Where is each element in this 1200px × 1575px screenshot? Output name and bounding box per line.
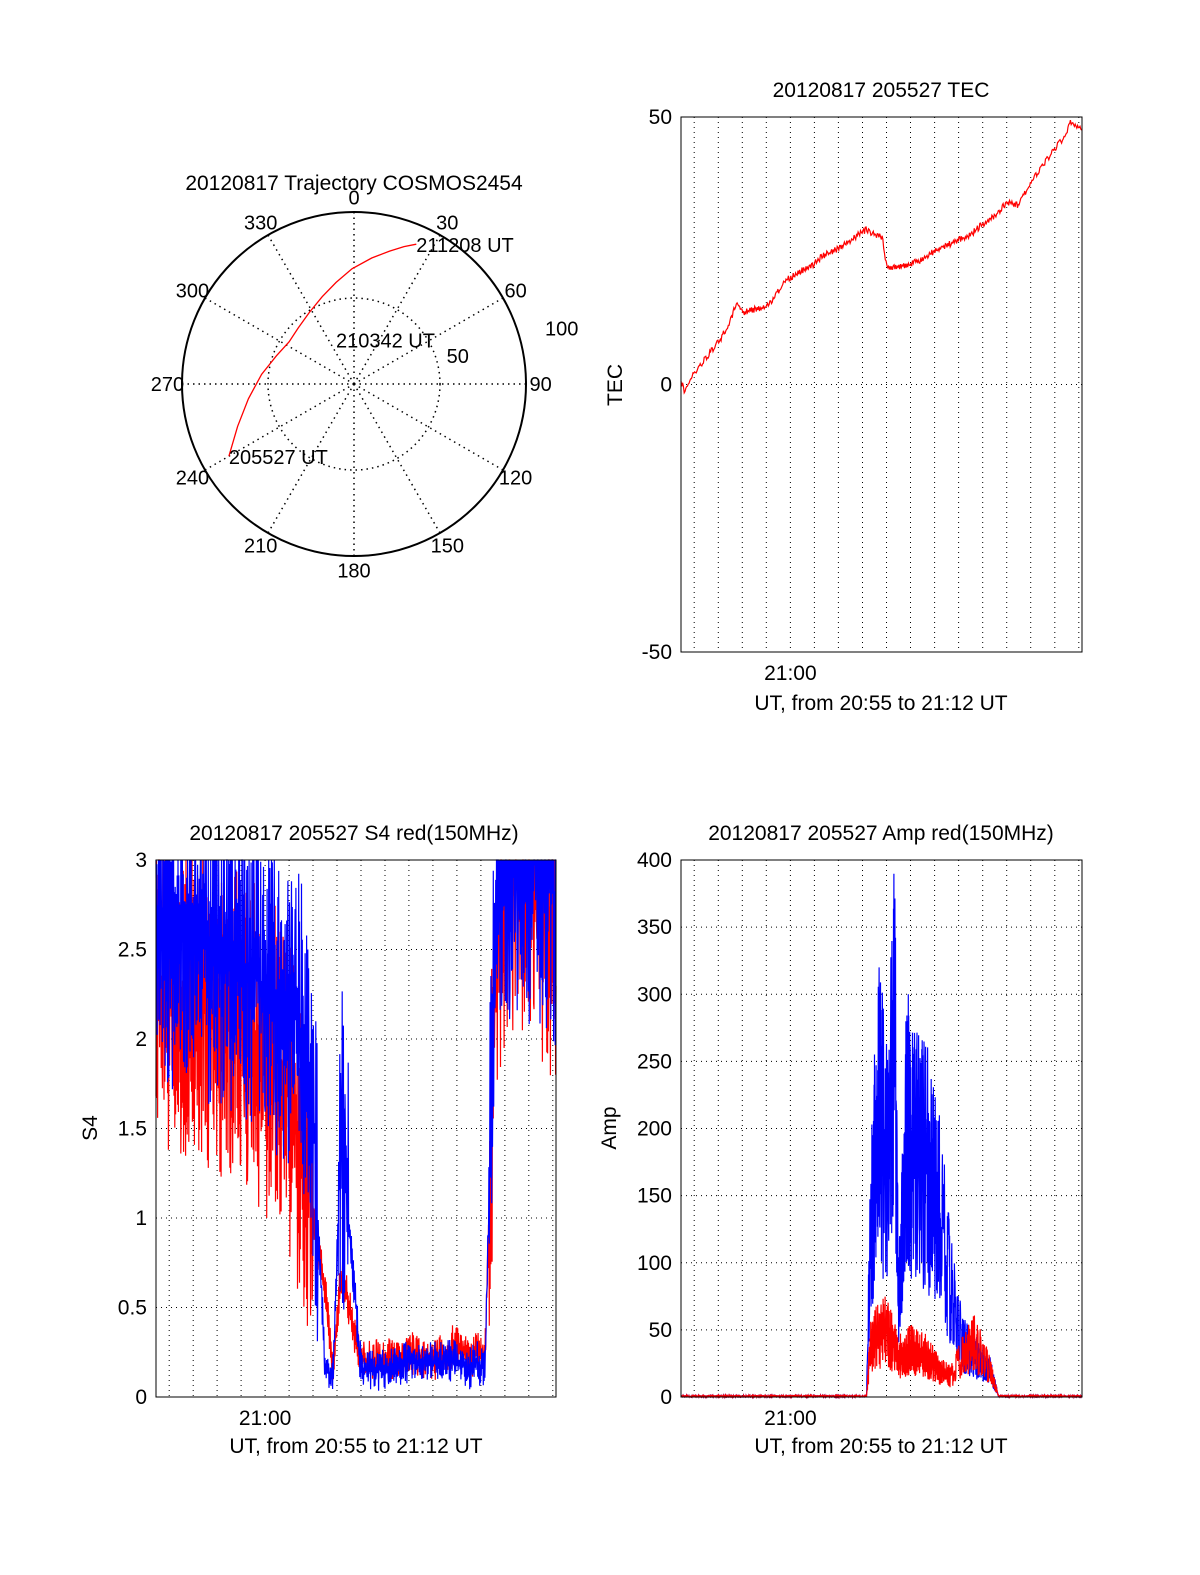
polar-angle-labels: 0 30 60 90 120 150 180 210 240 270 300 330 <box>151 187 552 582</box>
polar-spoke-120 <box>353 383 504 471</box>
polar-angle-label-90: 90 <box>529 374 551 396</box>
tec-ytick-label: 50 <box>649 106 672 129</box>
tec-grid <box>681 117 1082 652</box>
polar-title: 20120817 Trajectory COSMOS2454 <box>185 172 523 195</box>
s4-ytick-label: 2.5 <box>118 939 147 962</box>
polar-angle-label-240: 240 <box>176 467 209 489</box>
s4-axis-ticks: 0 0.5 1 1.5 2 2.5 3 21:00 <box>118 849 292 1430</box>
polar-spoke-240 <box>204 383 355 471</box>
amp-ytick-label: 300 <box>637 983 672 1006</box>
polar-angle-label-60: 60 <box>504 281 526 303</box>
polar-spoke-150 <box>353 383 441 534</box>
trajectory-line <box>228 243 417 457</box>
tec-xtick-label: 21:00 <box>764 662 817 685</box>
tec-x-label: UT, from 20:55 to 21:12 UT <box>754 692 1007 715</box>
s4-plot-frame <box>155 859 557 1398</box>
polar-radial-label-100: 100 <box>545 318 578 340</box>
s4-panel: 20120817 205527 S4 red(150MHz) 0 0.5 1 1.5 2… <box>79 822 557 1458</box>
amp-plot-frame <box>680 859 1083 1398</box>
amp-ytick-label: 350 <box>637 916 672 939</box>
trajectory-polar-panel: 20120817 Trajectory COSMOS2454 0 30 60 90 12… <box>151 172 579 583</box>
amp-ytick-label: 50 <box>649 1319 672 1342</box>
tec-axis-ticks: -50 0 50 21:00 <box>642 106 817 685</box>
tec-title: 20120817 205527 TEC <box>773 79 990 102</box>
polar-spoke-60 <box>353 297 504 385</box>
amp-title: 20120817 205527 Amp red(150MHz) <box>708 822 1054 845</box>
polar-spoke-330 <box>267 234 355 385</box>
tec-plot-frame <box>680 116 1083 653</box>
s4-ytick-label: 2 <box>135 1028 147 1051</box>
polar-angle-label-0: 0 <box>348 187 359 209</box>
polar-grid <box>182 212 526 556</box>
tec-y-label: TEC <box>604 364 627 406</box>
amp-ytick-label: 100 <box>637 1252 672 1275</box>
polar-angle-label-270: 270 <box>151 374 184 396</box>
polar-spoke-210 <box>267 383 355 534</box>
polar-spoke-300 <box>204 297 355 385</box>
polar-angle-label-300: 300 <box>176 281 209 303</box>
s4-ytick-label: 1 <box>135 1207 147 1230</box>
s4-ytick-label: 0 <box>135 1386 147 1409</box>
trajectory-annotation-2: 211208 UT <box>416 235 513 257</box>
tec-ytick-label: 0 <box>660 374 672 397</box>
amp-panel: 20120817 205527 Amp red(150MHz) 0 50 100 15… <box>598 822 1083 1458</box>
trajectory-annotation-0: 205527 UT <box>229 447 328 469</box>
tec-series-line <box>680 119 1083 395</box>
s4-y-label: S4 <box>79 1115 102 1141</box>
polar-radial-label-50: 50 <box>447 346 469 368</box>
polar-angle-label-150: 150 <box>431 536 464 558</box>
polar-spoke-30 <box>353 234 441 385</box>
s4-ytick-label: 1.5 <box>118 1118 147 1141</box>
s4-xtick-label: 21:00 <box>239 1407 292 1430</box>
tec-panel: 20120817 205527 TEC -50 0 50 21:00 TEC UT, … <box>604 79 1083 715</box>
polar-angle-label-210: 210 <box>244 536 277 558</box>
polar-outer-circle <box>181 211 527 557</box>
polar-angle-label-330: 330 <box>244 212 277 234</box>
s4-blue-series-line <box>155 859 557 1391</box>
trajectory-annotations: 205527 UT 210342 UT 211208 UT <box>229 235 514 469</box>
amp-axis-ticks: 0 50 100 150 200 250 300 350 400 21:00 <box>637 849 817 1430</box>
amp-x-label: UT, from 20:55 to 21:12 UT <box>754 1435 1007 1458</box>
s4-ytick-label: 3 <box>135 849 147 872</box>
amp-y-label: Amp <box>598 1106 621 1149</box>
tec-ytick-label: -50 <box>642 641 672 664</box>
s4-ytick-label: 0.5 <box>118 1297 147 1320</box>
polar-ring-50 <box>267 297 441 471</box>
polar-angle-label-30: 30 <box>436 212 458 234</box>
polar-radial-labels: 50 100 <box>447 318 579 368</box>
trajectory-annotation-1: 210342 UT <box>336 330 435 352</box>
amp-ytick-label: 0 <box>660 1386 672 1409</box>
s4-x-label: UT, from 20:55 to 21:12 UT <box>229 1435 482 1458</box>
amp-ytick-label: 150 <box>637 1185 672 1208</box>
amp-ytick-label: 200 <box>637 1118 672 1141</box>
amp-ytick-label: 250 <box>637 1050 672 1073</box>
s4-title: 20120817 205527 S4 red(150MHz) <box>189 822 518 845</box>
polar-angle-label-120: 120 <box>499 467 532 489</box>
amp-xtick-label: 21:00 <box>764 1407 817 1430</box>
polar-angle-label-180: 180 <box>337 561 370 583</box>
amp-red-series-line <box>680 1296 1083 1400</box>
amp-ytick-label: 400 <box>637 849 672 872</box>
